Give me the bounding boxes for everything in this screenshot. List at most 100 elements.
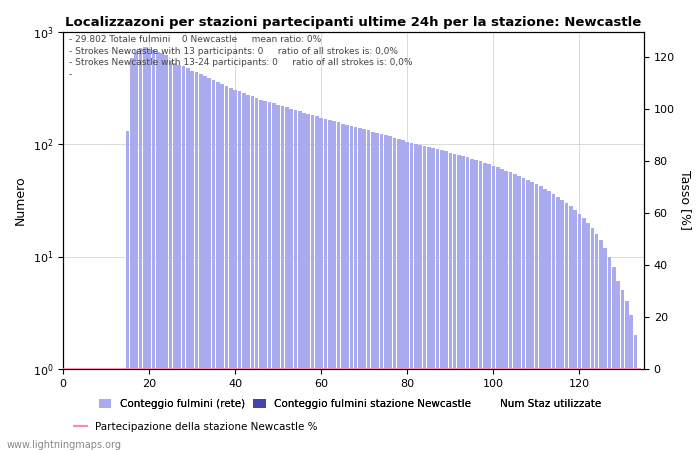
Bar — [410, 143, 414, 450]
Bar — [190, 71, 194, 450]
Bar — [246, 94, 250, 450]
Bar — [220, 84, 224, 450]
Bar — [358, 128, 362, 450]
Bar — [126, 131, 130, 450]
Bar — [156, 52, 160, 450]
Bar — [638, 369, 641, 450]
Bar — [453, 154, 456, 450]
Bar — [233, 90, 237, 450]
Bar — [535, 184, 538, 450]
Bar — [491, 166, 495, 450]
Bar — [354, 127, 358, 450]
Bar — [164, 55, 168, 450]
Bar — [319, 117, 323, 450]
Bar — [582, 218, 586, 450]
Bar — [212, 80, 216, 450]
Bar — [435, 149, 440, 450]
Bar — [173, 63, 176, 450]
Bar — [543, 189, 547, 450]
Bar — [419, 145, 422, 450]
Bar — [302, 112, 306, 450]
Bar — [363, 129, 366, 450]
Bar — [578, 214, 581, 450]
Bar — [414, 144, 418, 450]
Bar — [405, 142, 409, 450]
Bar — [186, 68, 190, 450]
Bar — [225, 86, 228, 450]
Bar — [78, 369, 82, 450]
Bar — [612, 267, 616, 450]
Bar — [457, 155, 461, 450]
Bar — [207, 78, 211, 450]
Bar — [556, 197, 560, 450]
Bar — [461, 156, 465, 450]
Bar — [139, 48, 142, 450]
Bar — [427, 147, 430, 450]
Bar — [281, 106, 284, 450]
Bar — [526, 180, 530, 450]
Bar — [182, 66, 186, 450]
Bar — [160, 53, 164, 450]
Bar — [91, 369, 95, 450]
Bar — [315, 117, 318, 450]
Bar — [251, 96, 254, 450]
Bar — [267, 102, 272, 450]
Bar — [375, 133, 379, 450]
Bar — [216, 82, 220, 450]
Bar — [573, 210, 577, 450]
Bar — [293, 110, 298, 450]
Bar — [83, 369, 86, 450]
Bar — [479, 162, 482, 450]
Bar — [298, 111, 302, 450]
Bar — [397, 139, 400, 450]
Text: - 29.802 Totale fulmini    0 Newcastle     mean ratio: 0%
- Strokes Newcastle wi: - 29.802 Totale fulmini 0 Newcastle mean… — [69, 35, 412, 79]
Bar — [371, 131, 374, 450]
Bar — [616, 281, 620, 450]
Bar — [401, 140, 405, 450]
Bar — [517, 176, 521, 450]
Bar — [621, 290, 624, 450]
Bar — [323, 119, 328, 450]
Bar — [100, 369, 104, 450]
Bar — [423, 146, 426, 450]
Bar — [151, 50, 155, 450]
Bar — [74, 369, 78, 450]
Bar — [134, 50, 138, 450]
Bar — [332, 121, 336, 450]
Bar — [104, 369, 108, 450]
Bar — [591, 228, 594, 450]
Bar — [237, 91, 241, 450]
Bar — [565, 203, 568, 450]
Bar — [608, 256, 611, 450]
Bar — [634, 335, 637, 450]
Bar — [513, 174, 517, 450]
Bar — [307, 114, 310, 450]
Legend: Conteggio fulmini (rete), Conteggio fulmini stazione Newcastle, Num Staz utilizz: Conteggio fulmini (rete), Conteggio fulm… — [94, 395, 606, 413]
Bar — [367, 130, 370, 450]
Bar — [177, 65, 181, 450]
Bar — [263, 101, 267, 450]
Bar — [147, 49, 151, 450]
Bar — [96, 369, 99, 450]
Bar — [629, 315, 633, 450]
Bar — [259, 99, 262, 450]
Bar — [466, 158, 470, 450]
Bar — [121, 369, 125, 450]
Bar — [199, 74, 202, 450]
Bar — [449, 153, 452, 450]
Y-axis label: Tasso [%]: Tasso [%] — [678, 170, 692, 230]
Bar — [389, 136, 392, 450]
Bar — [345, 125, 349, 450]
Bar — [349, 126, 354, 450]
Bar — [444, 151, 448, 450]
Bar — [531, 182, 534, 450]
Bar — [470, 159, 474, 450]
Bar — [595, 234, 598, 450]
Bar — [70, 369, 74, 450]
Bar — [440, 150, 444, 450]
Y-axis label: Numero: Numero — [14, 176, 27, 225]
Bar — [113, 369, 116, 450]
Bar — [61, 369, 65, 450]
Bar — [505, 171, 508, 450]
Bar — [328, 120, 332, 450]
